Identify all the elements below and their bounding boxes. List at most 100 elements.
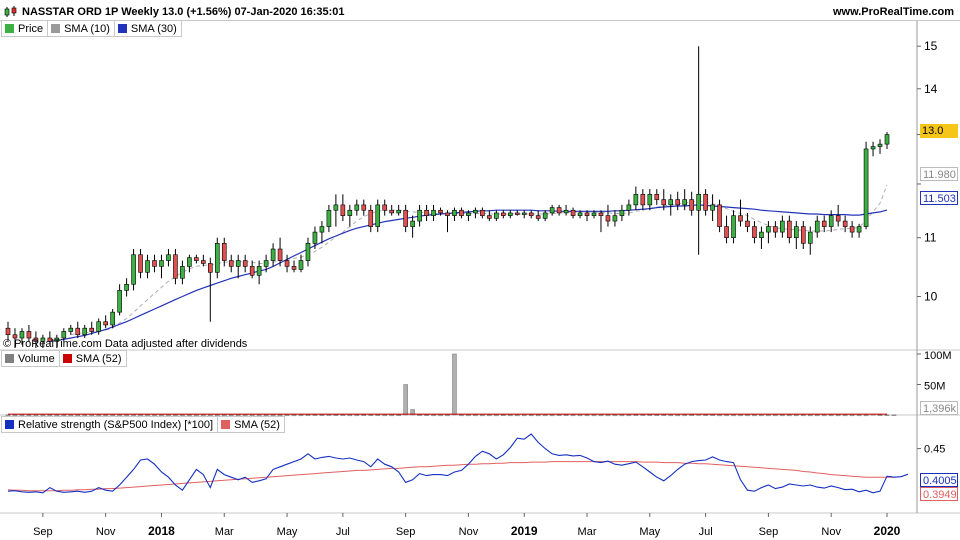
rs-value-tag: 0.4005 bbox=[920, 473, 958, 487]
candle-body bbox=[584, 212, 590, 216]
volume-bar bbox=[298, 414, 304, 417]
candle-body bbox=[47, 337, 53, 342]
candle-body bbox=[849, 226, 855, 233]
candle-body bbox=[766, 226, 771, 233]
candle-body bbox=[54, 337, 60, 342]
candle-body bbox=[794, 226, 799, 238]
rs-legend: Relative strength (S&P500 Index) [*100] … bbox=[1, 416, 285, 433]
volume-bar bbox=[201, 414, 206, 417]
candle-body bbox=[145, 260, 150, 273]
chart-header: NASSTAR ORD 1P Weekly 13.0 (+1.56%) 07-J… bbox=[0, 0, 960, 20]
candle-body bbox=[752, 226, 757, 238]
legend-rs-sma[interactable]: SMA (52) bbox=[217, 416, 285, 433]
volume-bar bbox=[689, 414, 694, 417]
rs-sma-swatch bbox=[221, 420, 231, 429]
candle-body bbox=[291, 266, 297, 270]
candle-body bbox=[159, 260, 164, 267]
volume-bar bbox=[619, 414, 625, 417]
candle-body bbox=[800, 226, 806, 244]
candle-body bbox=[194, 257, 199, 261]
candle-body bbox=[549, 207, 555, 214]
volume-bar bbox=[215, 414, 220, 416]
candle-body bbox=[835, 215, 841, 222]
x-tick-label: Sep bbox=[33, 526, 53, 538]
candle-body bbox=[731, 215, 736, 238]
volume-bar bbox=[166, 414, 171, 417]
candle-body bbox=[745, 220, 750, 227]
last-price-tag: 13.0 bbox=[920, 124, 958, 138]
rs-tick-label: 0.45 bbox=[924, 444, 945, 456]
candle-body bbox=[591, 212, 597, 216]
candle-body bbox=[347, 209, 353, 216]
volume-bar bbox=[82, 414, 87, 417]
volume-bar bbox=[661, 414, 667, 417]
volume-bar bbox=[194, 414, 199, 417]
volume-bar bbox=[403, 384, 408, 416]
candle-body bbox=[556, 207, 562, 214]
volume-bar bbox=[452, 353, 457, 416]
volume-bar bbox=[89, 414, 94, 417]
volume-bar bbox=[96, 414, 101, 417]
legend-sma30[interactable]: SMA (30) bbox=[113, 20, 182, 37]
volume-bar bbox=[291, 414, 297, 417]
volume-bar bbox=[675, 414, 680, 417]
rs-sma-line bbox=[7, 461, 894, 492]
volume-bar bbox=[842, 414, 848, 417]
volume-bar bbox=[222, 414, 227, 417]
candle-body bbox=[19, 331, 25, 339]
candle-body bbox=[466, 212, 471, 216]
volume-bar bbox=[828, 414, 834, 417]
candle-body bbox=[654, 194, 660, 200]
volume-bar bbox=[12, 414, 18, 417]
candle-body bbox=[96, 321, 101, 332]
candle-body bbox=[166, 254, 171, 261]
legend-price[interactable]: Price bbox=[1, 20, 49, 37]
volume-bar bbox=[47, 414, 53, 417]
candle-body bbox=[187, 257, 192, 267]
candle-body bbox=[431, 209, 436, 216]
legend-sma10[interactable]: SMA (10) bbox=[47, 20, 115, 37]
volume-bar bbox=[821, 414, 827, 417]
legend-price-label: Price bbox=[18, 22, 44, 35]
candle-body bbox=[263, 260, 269, 267]
candle-body bbox=[445, 212, 450, 216]
volume-bar bbox=[459, 414, 464, 417]
volume-bar bbox=[724, 414, 729, 417]
x-tick-label: May bbox=[277, 526, 298, 538]
candle-body bbox=[103, 321, 108, 326]
candle-body bbox=[724, 226, 729, 238]
volume-bar bbox=[710, 414, 715, 417]
candlestick-logo-icon bbox=[4, 6, 17, 17]
candle-body bbox=[528, 212, 534, 216]
candle-body bbox=[856, 226, 862, 233]
volume-bar bbox=[249, 414, 255, 417]
site-link[interactable]: www.ProRealTime.com bbox=[832, 6, 954, 18]
volume-bar bbox=[515, 414, 520, 417]
x-tick-label: 2019 bbox=[511, 524, 538, 538]
candle-body bbox=[110, 311, 115, 326]
candle-body bbox=[256, 266, 262, 276]
x-tick-label: Nov bbox=[459, 526, 479, 538]
candle-body bbox=[138, 254, 143, 273]
volume-bar bbox=[542, 414, 548, 417]
candle-body bbox=[298, 260, 304, 270]
volume-bar bbox=[640, 414, 646, 416]
candle-body bbox=[312, 231, 318, 244]
legend-volume-label: Volume bbox=[18, 352, 55, 365]
legend-rs[interactable]: Relative strength (S&P500 Index) [*100] bbox=[1, 416, 219, 433]
candle-body bbox=[501, 212, 506, 216]
volume-bar bbox=[549, 414, 555, 417]
candle-body bbox=[410, 220, 415, 227]
candle-body bbox=[821, 220, 827, 227]
candle-body bbox=[75, 327, 81, 336]
volume-bar bbox=[305, 414, 311, 416]
legend-volume-sma[interactable]: SMA (52) bbox=[58, 350, 127, 367]
volume-bar bbox=[54, 414, 60, 417]
x-tick-label: Sep bbox=[396, 526, 416, 538]
legend-volume[interactable]: Volume bbox=[1, 350, 60, 367]
candle-body bbox=[5, 327, 11, 336]
volume-bar bbox=[277, 414, 283, 417]
sma30-swatch bbox=[117, 24, 127, 33]
candle-body bbox=[710, 204, 715, 211]
